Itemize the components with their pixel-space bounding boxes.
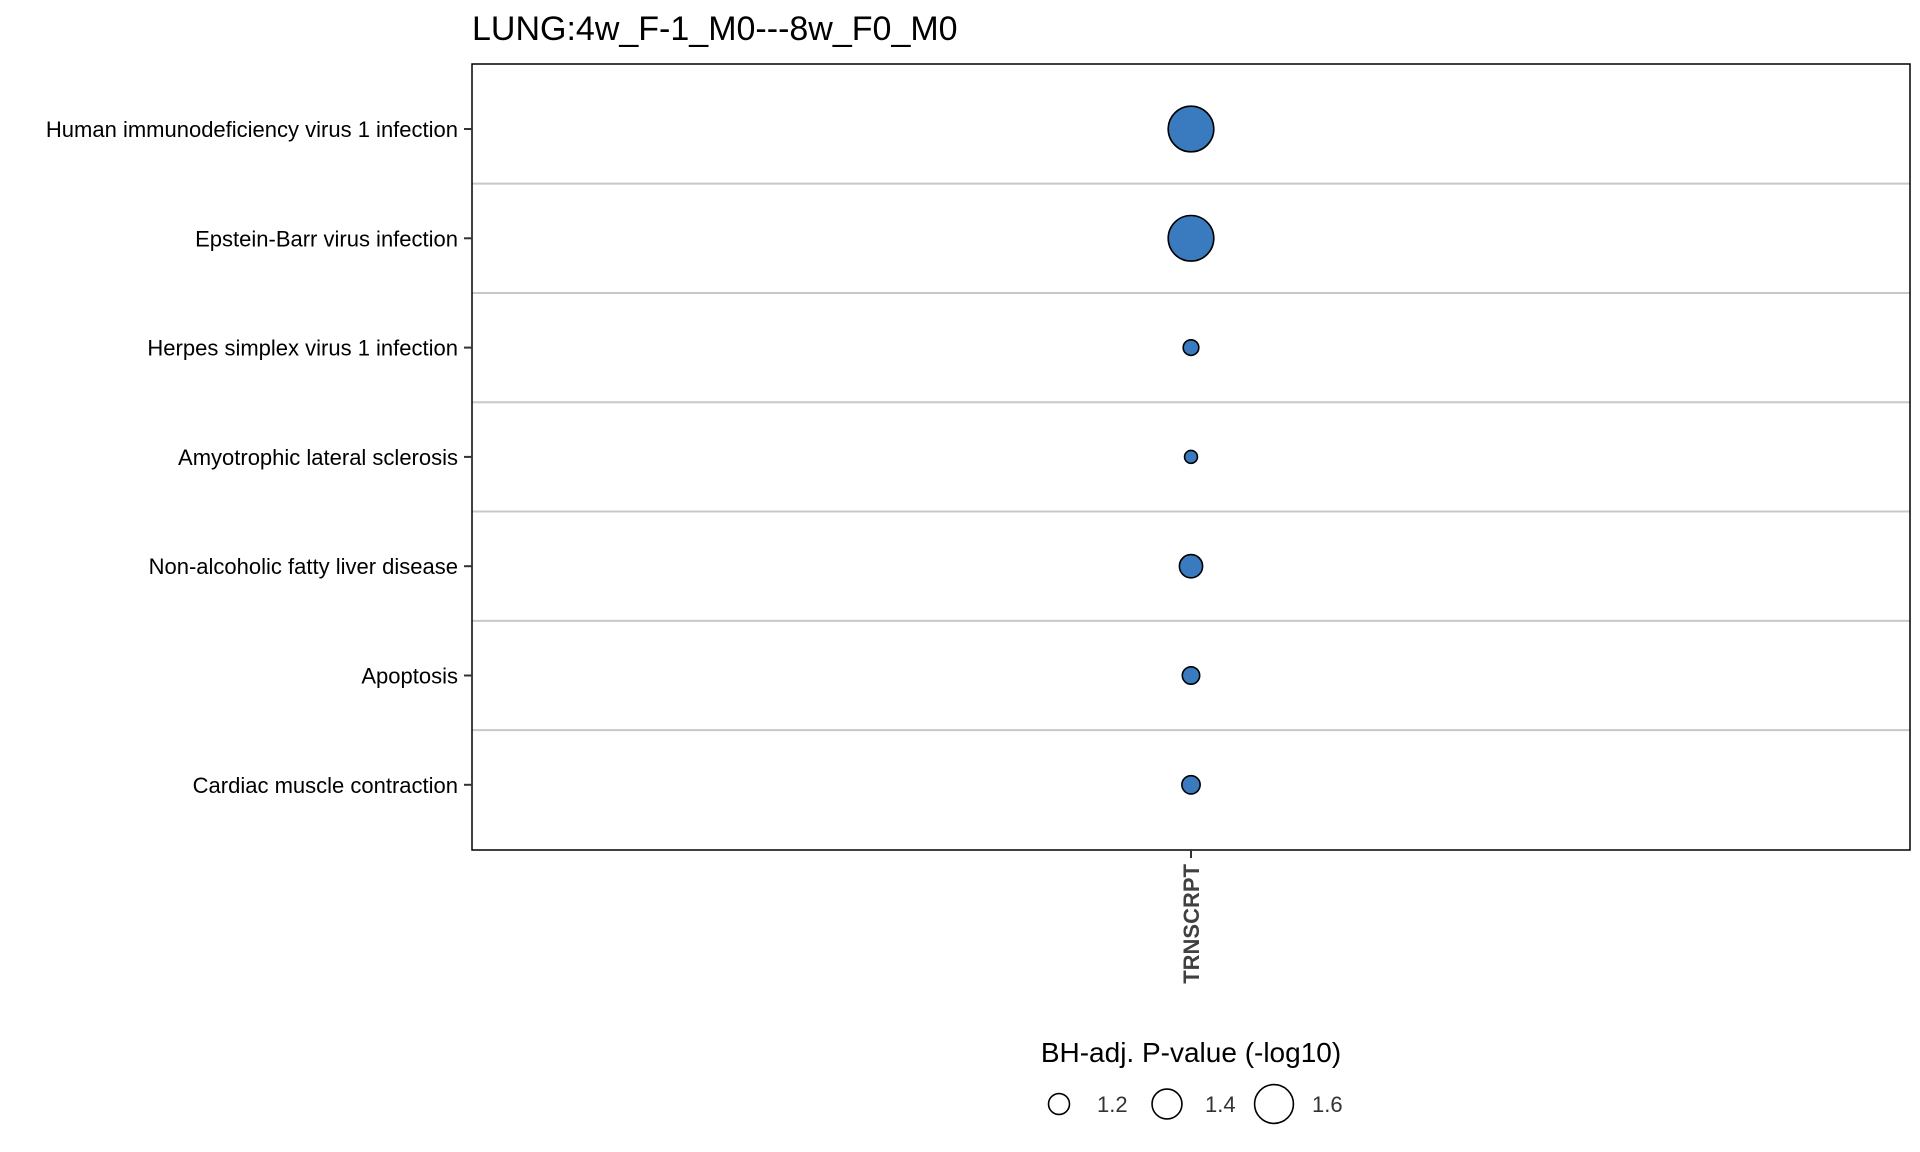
data-point <box>1183 449 1199 465</box>
legend-items: 1.2 1.4 1.6 <box>1047 1083 1343 1125</box>
data-point <box>1181 666 1201 685</box>
data-point <box>1178 553 1204 579</box>
chart-title: LUNG:4w_F-1_M0---8w_F0_M0 <box>472 10 958 48</box>
data-point <box>1182 339 1200 357</box>
y-tick-label: Apoptosis <box>361 664 458 689</box>
data-point <box>1167 214 1215 262</box>
data-point <box>1181 774 1201 795</box>
legend-key <box>1047 1092 1071 1116</box>
y-tick-label: Cardiac muscle contraction <box>193 773 458 798</box>
size-legend: BH-adj. P-value (-log10) 1.2 1.4 1.6 <box>1041 1037 1343 1125</box>
y-tick-label: Amyotrophic lateral sclerosis <box>178 445 458 470</box>
y-tick-label: Herpes simplex virus 1 infection <box>147 336 458 361</box>
x-tick-label: TRNSCRPT <box>1179 863 1204 983</box>
legend-key <box>1151 1088 1183 1120</box>
x-axis: TRNSCRPT <box>1179 850 1204 984</box>
legend-key <box>1253 1083 1295 1125</box>
data-point <box>1167 105 1215 153</box>
legend-label: 1.6 <box>1312 1092 1343 1117</box>
gridlines <box>472 182 1910 732</box>
y-tick-label: Human immunodeficiency virus 1 infection <box>46 117 458 142</box>
points <box>1167 105 1215 795</box>
y-tick-label: Epstein-Barr virus infection <box>195 226 458 251</box>
y-axis: Human immunodeficiency virus 1 infection… <box>46 117 472 798</box>
legend-label: 1.4 <box>1205 1092 1236 1117</box>
legend-label: 1.2 <box>1097 1092 1128 1117</box>
y-tick-label: Non-alcoholic fatty liver disease <box>149 554 458 579</box>
legend-title: BH-adj. P-value (-log10) <box>1041 1037 1341 1068</box>
